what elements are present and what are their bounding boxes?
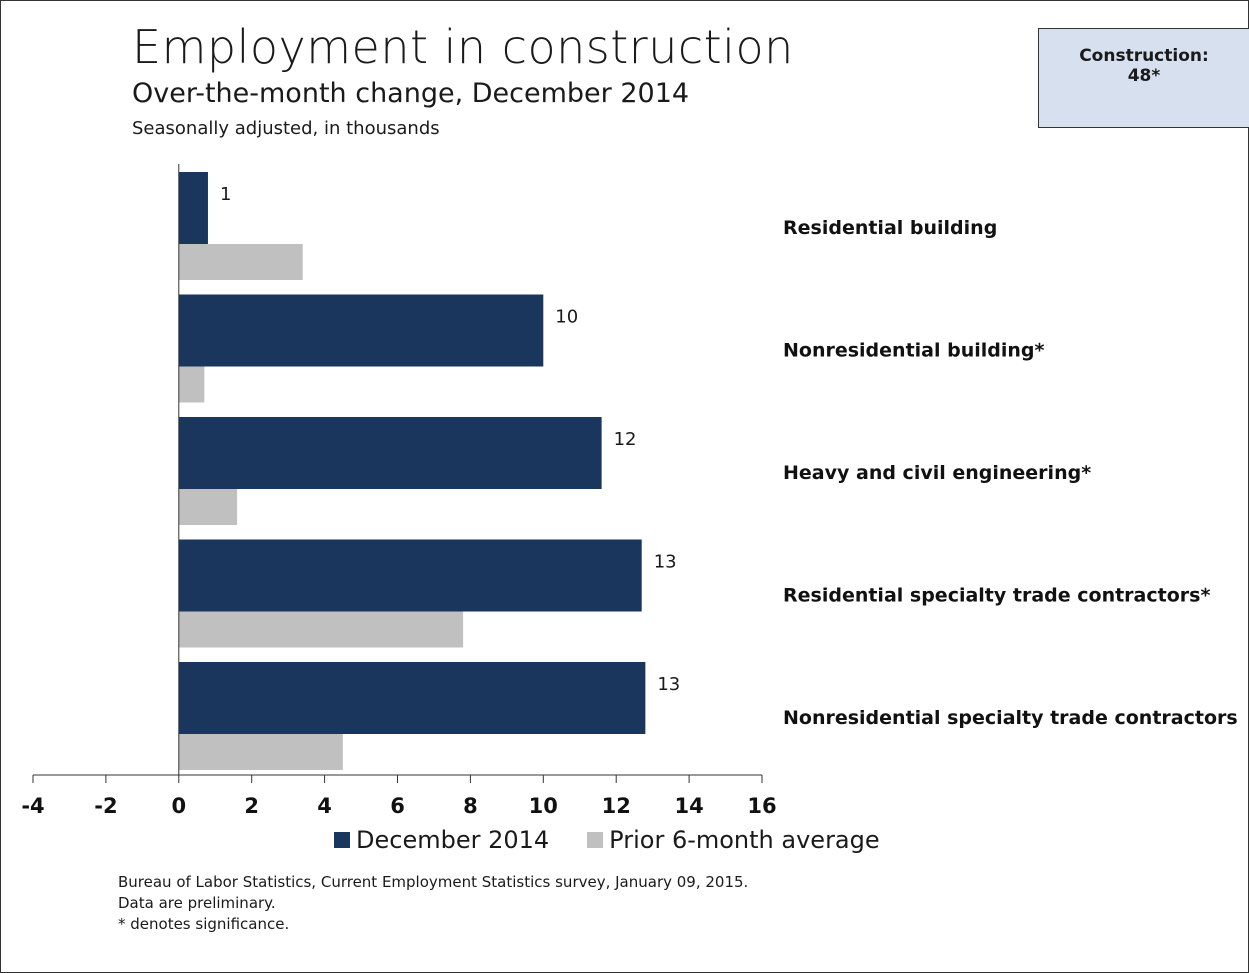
callout-label: Construction: [1079, 46, 1209, 66]
chart-note: Seasonally adjusted, in thousands [132, 118, 440, 139]
legend-label-prior: Prior 6-month average [609, 826, 880, 854]
data-label: 13 [657, 674, 680, 695]
legend-item-december: December 2014 [334, 826, 549, 854]
bar-prior-6-month-average [178, 489, 238, 525]
x-tick-label: 2 [244, 794, 259, 818]
x-tick-label: -2 [94, 794, 117, 818]
legend: December 2014 Prior 6-month average [334, 826, 918, 854]
x-tick-label: 4 [317, 794, 332, 818]
bar-prior-6-month-average [178, 366, 205, 403]
source-line: Bureau of Labor Statistics, Current Empl… [118, 873, 749, 891]
data-label: 1 [220, 184, 231, 205]
data-label: 10 [555, 307, 578, 328]
x-tick-label: 16 [747, 794, 776, 818]
category-label: Nonresidential specialty trade contracto… [783, 707, 1238, 729]
chart-subtitle: Over-the-month change, December 2014 [132, 78, 690, 109]
data-label: 12 [614, 429, 637, 450]
significance-note: * denotes significance. [118, 915, 290, 933]
x-tick-label: 12 [602, 794, 631, 818]
legend-swatch-december [334, 832, 350, 848]
x-tick-label: 0 [171, 794, 186, 818]
bar-december-2014 [178, 417, 602, 489]
category-label: Residential specialty trade contractors* [783, 585, 1210, 607]
bar-prior-6-month-average [178, 611, 464, 648]
legend-item-prior: Prior 6-month average [587, 826, 880, 854]
bar-prior-6-month-average [178, 734, 343, 770]
legend-label-december: December 2014 [356, 826, 550, 854]
x-tick-label: 6 [390, 794, 405, 818]
chart-title: Employment in construction [132, 20, 794, 74]
preliminary-note: Data are preliminary. [118, 894, 276, 912]
source-notes: Bureau of Labor Statistics, Current Empl… [118, 872, 748, 935]
data-label: 13 [654, 552, 677, 573]
x-tick-label: 14 [674, 794, 703, 818]
x-tick-label: 8 [463, 794, 478, 818]
x-tick-label: -4 [21, 794, 44, 818]
bar-december-2014 [178, 294, 544, 367]
bar-december-2014 [178, 662, 646, 734]
callout-value: 48* [1127, 66, 1161, 86]
category-label: Residential building [783, 217, 997, 239]
legend-swatch-prior [587, 832, 604, 848]
category-label: Heavy and civil engineering* [783, 462, 1091, 484]
bar-december-2014 [178, 172, 208, 244]
bar-december-2014 [178, 539, 642, 612]
bar-prior-6-month-average [178, 244, 303, 280]
total-callout: Construction: 48* [1038, 28, 1249, 128]
category-label: Nonresidential building* [783, 340, 1045, 362]
x-tick-label: 10 [529, 794, 558, 818]
